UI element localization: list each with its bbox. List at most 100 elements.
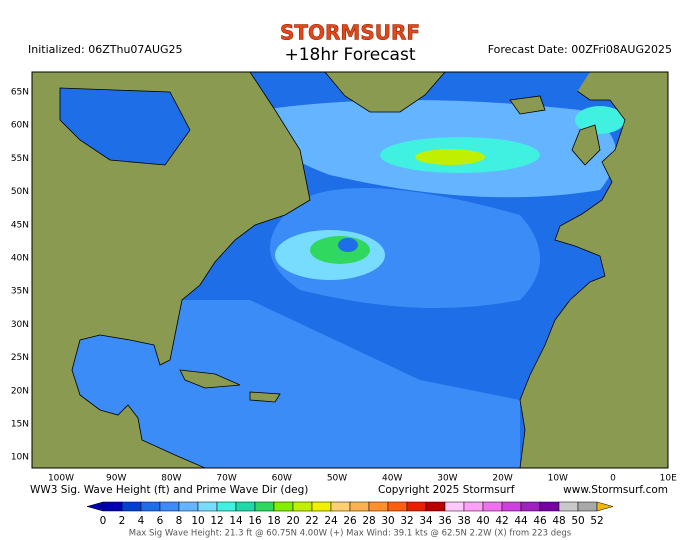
swell xyxy=(338,238,358,252)
cuba xyxy=(179,369,241,389)
color-box xyxy=(292,501,313,512)
lon-label: 10W xyxy=(548,474,568,484)
legend-tick: 42 xyxy=(495,515,508,527)
copyright: Copyright 2025 Stormsurf xyxy=(378,484,515,496)
legend-tick: 38 xyxy=(457,515,470,527)
lat-label: 25N xyxy=(11,353,29,363)
color-box xyxy=(482,501,503,512)
legend-tick: 16 xyxy=(248,515,262,527)
legend-tick: 36 xyxy=(438,515,452,527)
legend-tick: 52 xyxy=(590,515,603,527)
color-box xyxy=(501,501,522,512)
lon-label: 80W xyxy=(161,474,181,484)
lat-label: 50N xyxy=(11,187,29,197)
color-box xyxy=(444,501,465,512)
map-frame xyxy=(31,71,669,469)
lon-label: 0 xyxy=(610,474,616,484)
legend-tick: 24 xyxy=(324,515,338,527)
swell xyxy=(575,106,625,134)
color-box xyxy=(368,501,389,512)
lat-label: 55N xyxy=(11,154,29,164)
color-box xyxy=(102,501,123,512)
north-america xyxy=(32,72,311,468)
map: 65N 60N 55N 50N 45N 40N 35N 30N 25N 20N 15N 10N 100W… xyxy=(11,71,677,484)
color-box xyxy=(349,501,370,512)
swell xyxy=(415,149,485,165)
color-box xyxy=(140,501,161,512)
color-box xyxy=(520,501,541,512)
legend-tick: 46 xyxy=(533,515,547,527)
color-box xyxy=(254,501,275,512)
hispaniola xyxy=(249,391,281,403)
europe-africa xyxy=(519,72,668,468)
legend-tick: 48 xyxy=(552,515,565,527)
legend-tick: 8 xyxy=(176,515,183,527)
end-arrow xyxy=(86,501,104,512)
hudson-bay xyxy=(59,87,191,166)
lat-label: 35N xyxy=(11,287,29,297)
end-arrow xyxy=(596,501,614,512)
lat-label: 45N xyxy=(11,220,29,230)
lon-label: 70W xyxy=(216,474,236,484)
legend-tick: 4 xyxy=(138,515,145,527)
color-box xyxy=(311,501,332,512)
legend-tick: 22 xyxy=(305,515,318,527)
sea xyxy=(545,72,590,95)
lon-label: 30W xyxy=(437,474,457,484)
color-box xyxy=(121,501,142,512)
lat-label: 20N xyxy=(11,386,29,396)
legend-tick: 6 xyxy=(157,515,164,527)
color-box xyxy=(216,501,237,512)
color-box xyxy=(330,501,351,512)
color-box xyxy=(387,501,408,512)
legend-tick: 32 xyxy=(400,515,413,527)
caption: WW3 Sig. Wave Height (ft) and Prime Wave… xyxy=(30,484,308,496)
color-box xyxy=(273,501,294,512)
legend-tick: 18 xyxy=(267,515,280,527)
greenland xyxy=(324,72,446,113)
britain xyxy=(571,124,601,166)
brand: STORMSURF xyxy=(280,21,420,45)
lon-label: 40W xyxy=(382,474,402,484)
lon-label: 10E xyxy=(660,474,677,484)
color-box xyxy=(235,501,256,512)
stats: Max Sig Wave Height: 21.3 ft @ 60.75N 4.… xyxy=(129,529,572,539)
legend-tick: 2 xyxy=(119,515,126,527)
legend-tick: 20 xyxy=(286,515,299,527)
color-box xyxy=(463,501,484,512)
legend-tick: 28 xyxy=(362,515,375,527)
lat-label: 15N xyxy=(11,420,29,430)
lon-label: 100W xyxy=(48,474,74,484)
legend-tick: 50 xyxy=(571,515,584,527)
initialized: Initialized: 06ZThu07AUG25 xyxy=(28,43,183,56)
title: +18hr Forecast xyxy=(285,45,416,65)
color-box xyxy=(197,501,218,512)
color-box xyxy=(178,501,199,512)
lat-label: 40N xyxy=(11,254,29,264)
lat-label: 10N xyxy=(11,453,29,463)
legend-tick: 12 xyxy=(210,515,223,527)
legend-tick: 14 xyxy=(229,515,243,527)
color-box xyxy=(406,501,427,512)
color-bar: 0 2 4 6 8 10 12 14 16 18 20 22 24 26 28 30 32 34 36 38 40 42 4… xyxy=(86,501,614,527)
legend-tick: 40 xyxy=(476,515,489,527)
color-box xyxy=(539,501,560,512)
legend-tick: 0 xyxy=(100,515,107,527)
color-box xyxy=(159,501,180,512)
lon-label: 60W xyxy=(272,474,292,484)
legend-tick: 34 xyxy=(419,515,433,527)
color-box xyxy=(425,501,446,512)
lon-label: 90W xyxy=(106,474,126,484)
lon-label: 20W xyxy=(492,474,512,484)
color-box xyxy=(577,501,598,512)
site: www.Stormsurf.com xyxy=(563,484,668,496)
legend-tick: 26 xyxy=(343,515,357,527)
legend-tick: 44 xyxy=(514,515,528,527)
lat-label: 60N xyxy=(11,121,29,131)
forecast-date: Forecast Date: 00ZFri08AUG2025 xyxy=(488,43,672,56)
legend-tick: 10 xyxy=(191,515,204,527)
iceland xyxy=(509,95,546,115)
swell xyxy=(310,236,370,264)
lon-label: 50W xyxy=(327,474,347,484)
